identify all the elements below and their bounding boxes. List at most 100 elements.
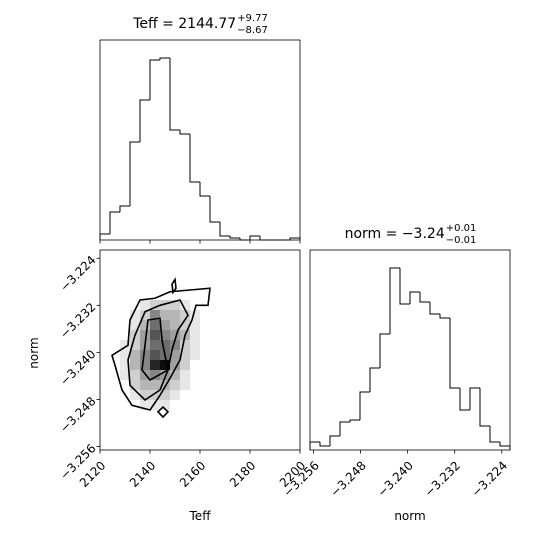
density-cell [150,380,160,390]
density-cell [140,350,150,360]
x-tick-label: −3.232 [422,458,463,499]
histogram-step [229,236,240,239]
density-cell [120,360,130,370]
histogram-step [489,426,500,443]
density-cell [160,390,170,400]
density-cell [150,340,160,350]
density-cell [150,330,160,340]
density-cell [170,390,180,400]
histogram-step [439,314,450,319]
panel-title: norm = −3.24 [345,226,445,242]
density-cell [130,310,140,320]
histogram-step [319,442,330,447]
density-cell [120,350,130,360]
density-cell [170,320,180,330]
histogram-panel [99,39,301,244]
density-cell [140,330,150,340]
density-cell [180,340,190,350]
x-axis-label: norm [394,509,425,523]
histogram-step [389,267,400,334]
title-upper-error: +0.01 [446,223,477,234]
histogram-step [199,182,210,197]
y-tick-label: −3.224 [57,253,98,294]
histogram-step [179,130,190,135]
x-tick-label: −3.224 [469,458,510,499]
y-tick-label: −3.240 [57,347,98,388]
density-cell [150,390,160,400]
density-cell [160,300,170,310]
x-tick-label: −3.248 [328,458,369,499]
density-cell [160,370,170,380]
histogram-step [479,388,490,427]
density-cell [180,300,190,310]
density-cell [170,370,180,380]
x-axis-label: Teff [189,509,212,523]
density-cell [160,400,170,410]
density-cell [130,320,140,330]
x-tick-label: 2180 [227,458,258,489]
density-cell [170,340,180,350]
density-cell [190,340,200,350]
histogram-step [109,211,120,234]
density-cell [150,320,160,330]
histogram-step [119,205,130,212]
density-cell [180,310,190,320]
density-cell [170,300,180,310]
histogram-step [409,291,420,304]
contour [111,287,211,411]
density-cell [140,390,150,400]
contour [127,299,189,402]
histogram-step [329,435,340,446]
histogram-step [139,99,150,142]
x-tick-label: −3.240 [375,458,416,499]
y-tick-label: −3.232 [57,300,98,341]
density-cell [140,310,150,320]
density-cell [190,320,200,330]
contour [141,317,169,382]
title-lower-error: −0.01 [446,235,477,246]
histogram-step [499,442,511,450]
density-cell [140,300,150,310]
density-cell [150,300,160,310]
title-upper-error: +9.77 [237,13,268,24]
density-cell [160,380,170,390]
histogram-step [449,318,460,389]
density-cell [180,370,190,380]
histogram-step [259,236,270,241]
histogram-step [359,391,370,420]
density-cell [130,340,140,350]
density-cell [170,380,180,390]
density-cell [160,310,170,320]
density-cell [170,310,180,320]
hist2d-panel: 2120 2140 2160 2180 2200−3.256−3.248−3.240−3… [27,249,308,523]
x-tick-label: 2140 [127,458,158,489]
histogram-step [99,233,110,240]
density-cell [130,370,140,380]
density-cell [130,390,140,400]
density-cell [160,320,170,330]
histogram-step [339,421,350,436]
density-cell [160,340,170,350]
histogram-step [429,302,440,315]
histogram-step [219,222,230,237]
density-cell [190,350,200,360]
title-lower-error: −8.67 [237,25,268,36]
density-cell [180,320,190,330]
histogram-step [369,367,380,392]
histogram-step [419,292,430,303]
density-cell [140,380,150,390]
histogram-step [379,333,390,368]
density-cell [170,330,180,340]
density-cell [190,330,200,340]
density-cell [190,310,200,320]
density-cell [170,350,180,360]
axes-frame [99,39,301,241]
panel-title: Teff = 2144.77 [132,16,236,32]
histogram-step [249,235,260,240]
density-cell [150,400,160,410]
density-cell [130,380,140,390]
density-cell [120,340,130,350]
density-cell [140,360,150,370]
